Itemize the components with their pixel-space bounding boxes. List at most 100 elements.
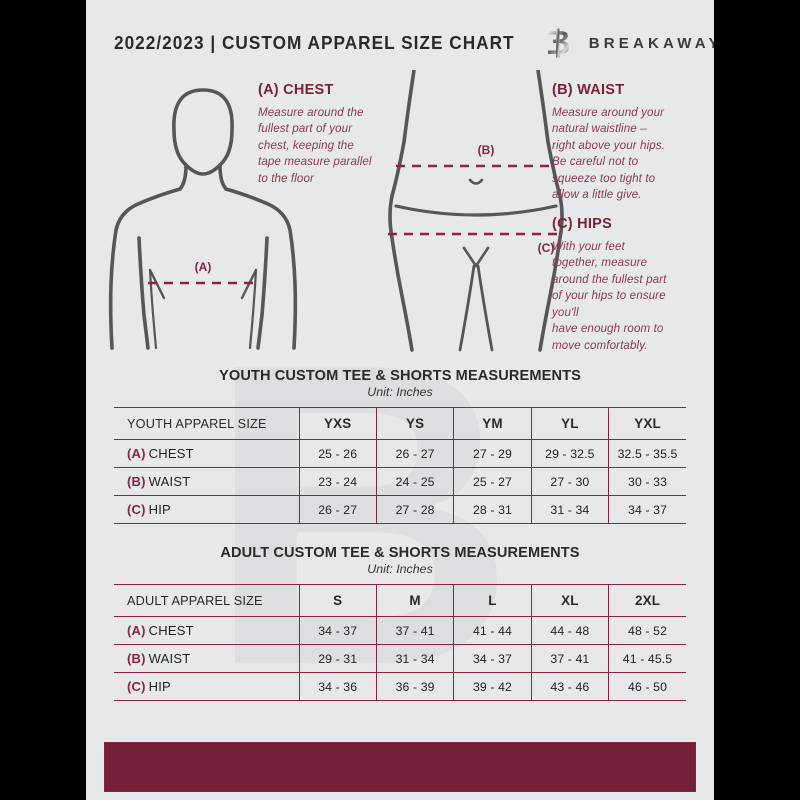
table-cell: 34 - 37 [298,616,377,645]
size-col-header: YM [453,407,532,440]
row-label: (A) CHEST [114,616,299,645]
size-col-header: XL [530,584,609,617]
table-cell: 36 - 39 [375,672,454,701]
callout-line: move comfortably. [552,338,648,352]
callout-line: chest, keeping the [258,138,354,152]
youth-table-title: YOUTH CUSTOM TEE & SHORTS MEASUREMENTS [219,368,581,384]
callout-line: allow a little give. [552,188,642,202]
size-col-header: YXS [298,407,377,440]
male-hips-outline: (B) (C) [388,70,564,352]
table-cell: 29 - 31 [298,644,377,673]
callout-waist: (B) WAIST Measure around your natural wa… [552,82,702,204]
page-header: 2022/2023 | CUSTOM APPAREL SIZE CHART [86,22,714,64]
chest-line-label: (A) [195,260,212,274]
table-cell: 26 - 27 [375,439,454,468]
table-cell: 24 - 25 [375,467,454,496]
row-label: (C) HIP [114,495,299,524]
waist-line-label: (B) [478,143,495,157]
row-tag: (C) [127,679,146,694]
callout-chest: (A) CHEST Measure around the fullest par… [258,82,418,187]
hips-line-label: (C) [538,241,555,255]
callout-line: Measure around the [258,106,364,119]
callout-waist-body: Measure around your natural waistline – … [552,105,702,204]
row-label-text: HIP [148,502,171,517]
youth-table-unit: Unit: Inches [367,385,433,399]
row-label-text: CHEST [148,446,194,461]
row-label: (A) CHEST [114,439,299,468]
callout-hips: (C) HIPS With your feet together, measur… [552,216,704,354]
table-row: (C) HIP 26 - 27 27 - 28 28 - 31 31 - 34 3… [114,495,686,524]
callout-line: around the fullest part [552,272,667,286]
adult-size-header: ADULT APPAREL SIZE [114,584,299,617]
callout-hips-body: With your feet together, measure around … [552,239,704,354]
table-row: (B) WAIST 23 - 24 24 - 25 25 - 27 27 - 30… [114,467,686,496]
table-cell: 37 - 41 [530,644,609,673]
table-header-row: ADULT APPAREL SIZE S M L XL 2XL [114,584,686,617]
callout-line: together, measure [552,256,648,270]
row-tag: (A) [127,623,146,638]
row-label-text: HIP [148,679,171,694]
row-tag: (B) [127,651,146,666]
adult-table-title: ADULT CUSTOM TEE & SHORTS MEASUREMENTS [220,545,580,561]
table-cell: 30 - 33 [608,467,686,496]
callout-chest-title: (A) CHEST [258,82,334,98]
row-tag: (A) [127,446,146,461]
table-cell: 44 - 48 [530,616,609,645]
table-cell: 27 - 28 [375,495,454,524]
size-col-header: YL [530,407,609,440]
callout-waist-title: (B) WAIST [552,82,625,98]
size-col-header: YS [375,407,454,440]
table-cell: 26 - 27 [298,495,377,524]
adult-table-unit: Unit: Inches [367,562,433,576]
callout-line: have enough room to [552,322,664,336]
page-title: 2022/2023 | CUSTOM APPAREL SIZE CHART [114,32,515,53]
male-torso-outline: (A) [108,88,298,350]
measurement-illustrations: (A) (B) [86,66,714,356]
size-col-header: YXL [608,407,686,440]
callout-line: you'll [552,305,579,319]
callout-line: right above your hips. [552,138,666,152]
table-cell: 39 - 42 [453,672,532,701]
callout-line: Be careful not to [552,155,639,169]
size-col-header: 2XL [608,584,686,617]
row-label: (B) WAIST [114,467,299,496]
callout-line: Measure around your [552,106,665,119]
table-cell: 43 - 46 [530,672,609,701]
youth-size-table: YOUTH APPAREL SIZE YXS YS YM YL YXL (A) C… [114,407,686,524]
row-label-text: CHEST [148,623,194,638]
callout-line: squeeze too tight to [552,171,656,185]
brand-name: BREAKAWAY [588,34,714,52]
youth-measurements-block: YOUTH CUSTOM TEE & SHORTS MEASUREMENTS U… [114,368,686,524]
table-cell: 46 - 50 [608,672,686,701]
table-cell: 31 - 34 [530,495,609,524]
size-col-header: M [375,584,454,617]
table-cell: 27 - 30 [530,467,609,496]
table-cell: 34 - 37 [608,495,686,524]
callout-line: natural waistline – [552,122,647,136]
table-cell: 41 - 45.5 [608,644,686,673]
table-cell: 34 - 37 [453,644,532,673]
row-tag: (C) [127,502,146,517]
breakaway-b-logo-icon [547,28,569,58]
table-row: (C) HIP 34 - 36 36 - 39 39 - 42 43 - 46 4… [114,672,686,701]
table-cell: 29 - 32.5 [530,439,609,468]
callout-line: to the floor [258,171,314,185]
table-row: (B) WAIST 29 - 31 31 - 34 34 - 37 37 - 41… [114,644,686,673]
row-label: (C) HIP [114,672,299,701]
table-cell: 48 - 52 [608,616,686,645]
size-col-header: S [298,584,377,617]
table-cell: 41 - 44 [453,616,532,645]
youth-size-header: YOUTH APPAREL SIZE [114,407,299,440]
brand-lockup: BREAKAWAY [545,27,714,59]
table-cell: 25 - 26 [298,439,377,468]
table-cell: 34 - 36 [298,672,377,701]
table-cell: 28 - 31 [453,495,532,524]
table-cell: 23 - 24 [298,467,377,496]
table-header-row: YOUTH APPAREL SIZE YXS YS YM YL YXL [114,407,686,440]
row-tag: (B) [127,474,146,489]
table-cell: 37 - 41 [375,616,454,645]
row-label-text: WAIST [148,474,191,489]
table-row: (A) CHEST 25 - 26 26 - 27 27 - 29 29 - 32… [114,439,686,468]
maroon-footer-bar [104,742,696,792]
